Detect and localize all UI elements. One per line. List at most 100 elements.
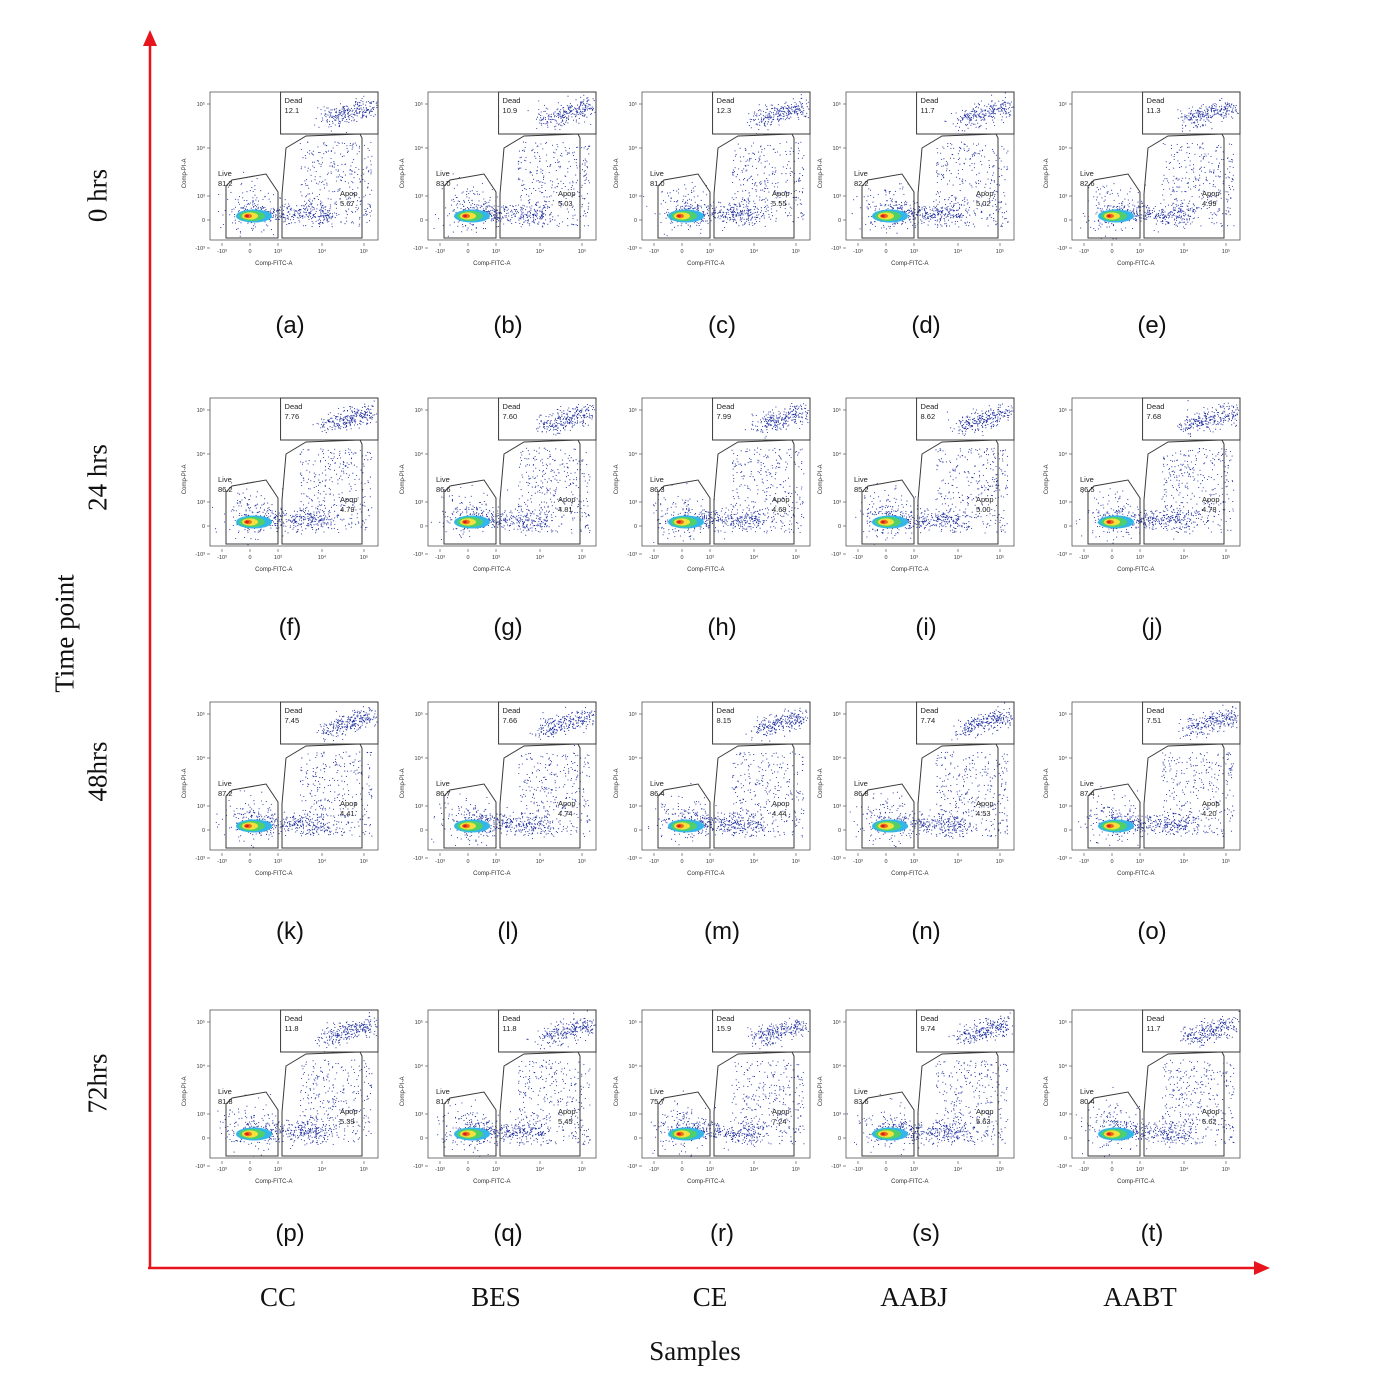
x-tick-label: 10⁴ [1180, 248, 1189, 255]
y-tick-label: 10⁴ [415, 755, 424, 762]
x-tick-label: 10³ [1136, 1167, 1144, 1173]
apop-gate [917, 743, 999, 849]
y-tick-label: 0 [202, 828, 205, 834]
x-tick-label: 10⁵ [1222, 858, 1230, 865]
live-percent: 86.3 [650, 485, 665, 494]
density-hotspot [236, 209, 272, 223]
dead-percent: 8.62 [921, 412, 936, 421]
y-tick-label: 10³ [833, 500, 841, 506]
y-tick-label: 10³ [629, 500, 637, 506]
live-gate [657, 479, 711, 545]
x-tick-label: 0 [248, 1167, 251, 1173]
y-tick-label: -10³ [195, 246, 205, 252]
apop-percent: 5.03 [558, 199, 573, 208]
dead-percent: 9.74 [921, 1024, 936, 1033]
live-gate [861, 783, 915, 849]
dead-gate [712, 701, 811, 745]
y-tick-label: 0 [838, 524, 841, 530]
flow-plot-panel: 10⁵ 10⁴ 10³ 0 -10³ -10³ 0 10³ 10⁴ 10⁵ Comp-FITC-A C… [1032, 1004, 1250, 1212]
panel-sublabel: (h) [682, 614, 762, 642]
x-tick-label: 10³ [274, 859, 282, 865]
y-tick-label: 10³ [629, 194, 637, 200]
x-tick-label: -10³ [1079, 1167, 1089, 1173]
x-tick-label: 10⁵ [578, 858, 586, 865]
apop-gate [281, 743, 363, 849]
x-tick-label: -10³ [649, 249, 659, 255]
y-tick-label: 10⁵ [415, 101, 423, 108]
x-tick-label: 0 [466, 859, 469, 865]
y-tick-label: 10⁴ [833, 755, 842, 762]
x-tick-label: 10³ [274, 555, 282, 561]
live-gate-label: Live [854, 779, 868, 788]
y-tick-label: 10⁵ [415, 711, 423, 718]
dead-gate [916, 1009, 1015, 1053]
flow-plot-svg: 10⁵ 10⁴ 10³ 0 -10³ -10³ 0 10³ 10⁴ 10⁵ Comp-FITC-A C… [614, 701, 811, 877]
flow-plot-svg: 10⁵ 10⁴ 10³ 0 -10³ -10³ 0 10³ 10⁴ 10⁵ Comp-FITC-A C… [1044, 397, 1241, 573]
dead-percent: 7.66 [503, 716, 518, 725]
y-tick-label: -10³ [1057, 1164, 1067, 1170]
live-percent: 87.2 [218, 789, 233, 798]
live-percent: 85.2 [854, 485, 869, 494]
flow-plot-panel: 10⁵ 10⁴ 10³ 0 -10³ -10³ 0 10³ 10⁴ 10⁵ Comp-FITC-A C… [602, 1004, 820, 1212]
live-gate [443, 1091, 497, 1157]
x-tick-label: 10⁵ [360, 248, 368, 255]
dead-percent: 7.60 [503, 412, 518, 421]
y-tick-label: 0 [838, 218, 841, 224]
apop-gate-label: Apop [1202, 1107, 1220, 1116]
y-tick-label: -10³ [195, 856, 205, 862]
x-tick-label: -10³ [853, 859, 863, 865]
flow-plot-panel: 10⁵ 10⁴ 10³ 0 -10³ -10³ 0 10³ 10⁴ 10⁵ Comp-FITC-A C… [388, 1004, 606, 1212]
apop-gate [917, 439, 999, 545]
y-tick-label: 10³ [833, 194, 841, 200]
x-tick-label: 10³ [1136, 555, 1144, 561]
y-tick-label: -10³ [413, 246, 423, 252]
panel-sublabel: (p) [250, 1220, 330, 1248]
density-hotspot [872, 819, 908, 833]
apop-gate-label: Apop [340, 1107, 358, 1116]
event-dots [855, 403, 1014, 545]
dead-gate-label: Dead [285, 402, 303, 411]
panel-sublabel: (d) [886, 312, 966, 340]
dead-percent: 7.74 [921, 716, 936, 725]
live-gate-label: Live [218, 1087, 232, 1096]
live-percent: 82.6 [1080, 179, 1095, 188]
y-axis-arrowhead [143, 30, 157, 46]
dead-percent: 7.76 [285, 412, 300, 421]
panel-sublabel: (c) [682, 312, 762, 340]
y-tick-label: 10³ [1059, 1112, 1067, 1118]
x-axis-arrowhead [1254, 1261, 1270, 1275]
dead-gate-label: Dead [717, 706, 735, 715]
x-tick-label: 10⁴ [750, 1166, 759, 1173]
y-tick-label: -10³ [1057, 246, 1067, 252]
dead-gate [1142, 397, 1241, 441]
x-axis-name: Comp-FITC-A [891, 567, 928, 573]
live-gate [657, 1091, 711, 1157]
flow-plot-svg: 10⁵ 10⁴ 10³ 0 -10³ -10³ 0 10³ 10⁴ 10⁵ Comp-FITC-A C… [1044, 1009, 1241, 1185]
live-percent: 86.8 [854, 789, 869, 798]
y-axis-name: Comp-PI-A [400, 465, 406, 495]
y-axis-name: Comp-PI-A [1044, 1077, 1050, 1107]
live-gate-label: Live [1080, 169, 1094, 178]
apop-gate-label: Apop [976, 1107, 994, 1116]
dead-percent: 11.8 [503, 1024, 517, 1033]
y-axis-name: Comp-PI-A [1044, 769, 1050, 799]
x-tick-label: -10³ [853, 249, 863, 255]
live-gate [1087, 173, 1141, 239]
x-tick-label: 10³ [910, 555, 918, 561]
y-tick-label: 10⁵ [415, 1019, 423, 1026]
density-hotspot [454, 819, 490, 833]
dead-gate [712, 397, 811, 441]
apop-gate [713, 743, 795, 849]
dead-gate-label: Dead [921, 402, 939, 411]
y-tick-label: 10⁵ [833, 101, 841, 108]
y-axis-name: Comp-PI-A [818, 159, 824, 189]
y-tick-label: 10⁵ [197, 1019, 205, 1026]
live-gate [225, 1091, 279, 1157]
x-tick-label: 10⁵ [996, 858, 1004, 865]
y-axis-name: Comp-PI-A [400, 769, 406, 799]
apop-gate-label: Apop [340, 495, 358, 504]
live-percent: 81.8 [218, 1097, 233, 1106]
y-tick-label: 10⁴ [415, 451, 424, 458]
x-tick-label: 10³ [706, 859, 714, 865]
